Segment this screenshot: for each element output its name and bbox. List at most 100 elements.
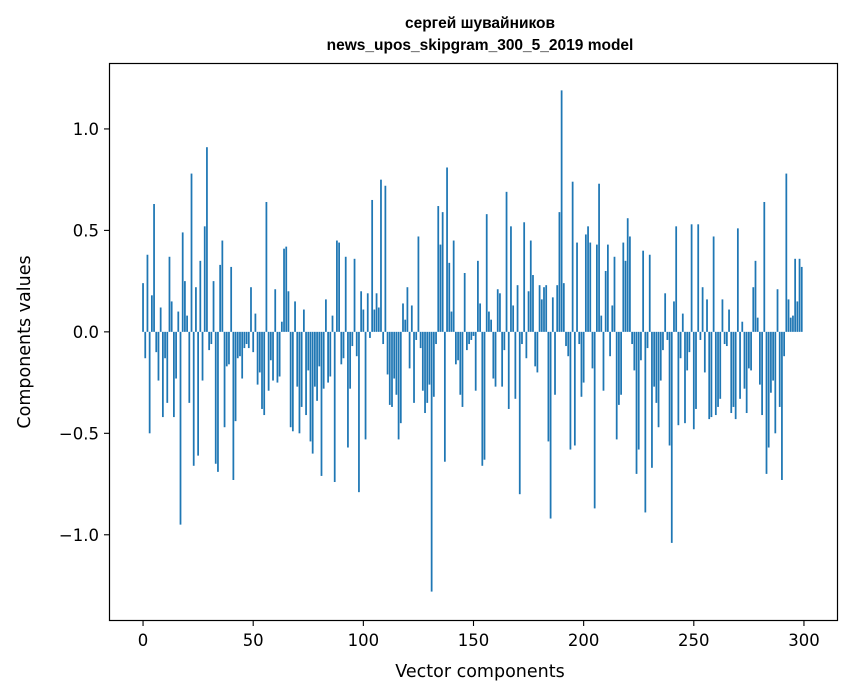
bar: [604, 270, 607, 332]
bar: [668, 331, 671, 446]
bar: [712, 236, 715, 332]
bar: [745, 331, 748, 414]
bar: [410, 305, 413, 332]
bar: [523, 222, 526, 332]
bar: [778, 331, 781, 407]
bar: [646, 331, 649, 349]
bar: [364, 331, 367, 440]
bar: [287, 291, 290, 332]
y-tick-label: 0.5: [73, 221, 99, 240]
bar: [725, 331, 728, 347]
bar: [688, 331, 691, 353]
bar: [699, 331, 702, 340]
bar: [595, 244, 598, 332]
bar: [331, 315, 334, 332]
bar: [518, 331, 521, 495]
bar: [311, 331, 314, 454]
bar: [736, 228, 739, 332]
bar: [675, 226, 678, 332]
bar: [631, 331, 633, 345]
bar: [245, 331, 248, 345]
bar: [562, 283, 565, 332]
bar: [756, 317, 759, 332]
bar: [415, 331, 418, 340]
bar: [358, 331, 360, 493]
bar: [739, 331, 741, 399]
bar: [450, 311, 453, 332]
bar: [492, 331, 495, 379]
bar: [794, 258, 797, 332]
bar: [395, 331, 398, 395]
bar: [283, 248, 285, 332]
bar: [384, 185, 387, 332]
bar: [355, 331, 358, 357]
bar: [159, 307, 162, 332]
bar: [327, 331, 329, 383]
bar: [505, 191, 508, 332]
bar: [338, 242, 340, 332]
bar: [276, 331, 279, 383]
bar: [556, 285, 559, 332]
bar: [274, 289, 277, 332]
bar: [309, 331, 312, 442]
bar: [655, 331, 658, 403]
bar: [437, 206, 440, 332]
bar: [318, 331, 321, 367]
bar: [717, 331, 719, 407]
bar: [673, 301, 675, 332]
bar: [743, 331, 746, 389]
chart-title-line-1: сергей шувайников: [405, 15, 555, 32]
bar: [250, 287, 252, 332]
bar: [576, 242, 578, 332]
bar: [212, 281, 215, 332]
bar: [454, 331, 457, 365]
bar: [490, 319, 492, 332]
bar: [558, 212, 561, 332]
bar: [719, 331, 722, 399]
bar: [598, 183, 600, 332]
bar: [173, 331, 175, 418]
bar: [648, 254, 651, 332]
bar: [488, 311, 490, 332]
bar: [532, 275, 534, 332]
bar: [219, 264, 222, 332]
bar: [593, 331, 596, 509]
bar: [170, 301, 173, 332]
x-tick-label: 100: [348, 631, 380, 650]
bar: [547, 331, 550, 442]
bar: [721, 299, 724, 332]
bar: [774, 331, 777, 434]
bar: [289, 331, 292, 428]
bar: [230, 266, 233, 332]
bar: [342, 331, 345, 359]
bar: [741, 321, 744, 332]
bar: [157, 331, 160, 381]
bar: [798, 258, 801, 332]
bar: [732, 331, 735, 407]
bar: [184, 281, 186, 332]
bar: [203, 226, 206, 332]
y-axis-ticks: −1.0 −0.5 0.0 0.5 1.0: [59, 120, 110, 545]
bar: [413, 331, 415, 403]
bar: [723, 331, 726, 345]
bar: [730, 331, 733, 414]
bar: [399, 331, 402, 424]
bar: [386, 331, 389, 375]
bar: [503, 331, 506, 351]
bar: [155, 331, 158, 353]
bar: [404, 319, 407, 332]
bar: [373, 309, 376, 332]
bar: [457, 331, 459, 361]
bar: [781, 331, 783, 480]
x-axis-ticks: 0 50 100 150 200 250 300: [138, 620, 820, 650]
bar: [446, 167, 448, 332]
bar: [382, 331, 385, 345]
bar: [344, 256, 347, 332]
bar: [175, 331, 177, 379]
bar: [417, 236, 420, 332]
x-tick-label: 50: [243, 631, 264, 650]
bar: [580, 331, 583, 397]
bar: [228, 331, 230, 365]
bar: [626, 218, 629, 332]
